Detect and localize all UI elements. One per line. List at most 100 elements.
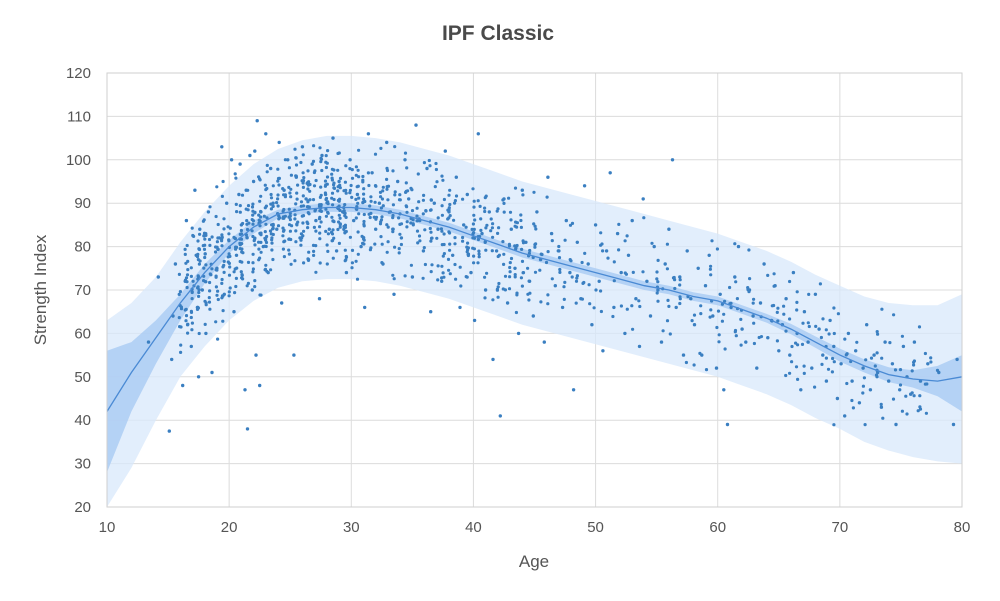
data-point	[356, 252, 360, 256]
data-point	[670, 158, 675, 162]
data-point	[405, 210, 409, 214]
data-point	[656, 258, 660, 262]
data-point	[332, 168, 336, 172]
data-point	[623, 239, 627, 243]
data-point	[308, 198, 312, 202]
data-point	[208, 307, 212, 311]
data-point	[661, 329, 665, 333]
y-tick-label: 20	[74, 499, 91, 516]
y-tick-label: 30	[74, 456, 91, 473]
data-point	[185, 285, 189, 290]
data-point	[454, 175, 458, 179]
data-point	[824, 328, 828, 332]
data-point	[245, 284, 249, 288]
data-point	[289, 195, 293, 199]
data-point	[198, 227, 202, 231]
data-point	[880, 307, 884, 311]
data-point	[453, 242, 457, 246]
x-tick-label: 10	[99, 519, 116, 536]
data-point	[271, 232, 275, 237]
data-point	[519, 276, 524, 280]
data-point	[910, 369, 914, 373]
data-point	[690, 319, 694, 323]
data-point	[497, 281, 501, 286]
data-point	[440, 229, 444, 233]
data-point	[320, 168, 324, 173]
data-point	[918, 405, 922, 409]
data-point	[528, 248, 532, 253]
data-point	[563, 238, 567, 242]
data-point	[832, 344, 836, 349]
data-point	[252, 239, 256, 243]
data-point	[343, 248, 347, 252]
data-point	[810, 366, 814, 370]
data-point	[234, 202, 238, 206]
data-point	[508, 210, 513, 214]
data-point	[361, 241, 365, 245]
data-point	[282, 255, 286, 259]
data-point	[678, 278, 682, 282]
data-point	[184, 261, 188, 265]
data-point	[656, 280, 660, 284]
data-point	[336, 227, 340, 232]
data-point	[189, 266, 193, 270]
data-point	[898, 388, 902, 392]
data-point	[244, 207, 248, 211]
data-point	[312, 253, 316, 257]
data-point	[251, 202, 255, 206]
data-point	[192, 234, 196, 238]
data-point	[254, 353, 258, 357]
data-point	[250, 288, 254, 292]
data-point	[818, 282, 823, 286]
data-point	[332, 220, 336, 224]
data-point	[348, 191, 352, 195]
data-point	[722, 312, 726, 316]
data-point	[619, 304, 624, 308]
data-point	[356, 168, 360, 172]
data-point	[379, 195, 383, 199]
data-point	[441, 254, 445, 258]
data-point	[496, 207, 500, 211]
data-point	[334, 249, 339, 253]
data-point	[201, 219, 205, 223]
data-point	[421, 276, 425, 280]
data-point	[655, 270, 659, 274]
data-point	[241, 221, 245, 226]
data-point	[665, 267, 670, 271]
data-point	[875, 375, 879, 379]
data-point	[709, 264, 713, 268]
data-point	[593, 223, 598, 227]
data-point	[314, 218, 318, 223]
data-point	[619, 270, 623, 275]
data-point	[692, 313, 697, 317]
data-point	[415, 229, 420, 233]
data-point	[533, 270, 538, 274]
data-point	[362, 238, 366, 242]
data-point	[288, 229, 292, 233]
data-point	[775, 310, 779, 314]
data-point	[663, 262, 667, 266]
data-point	[269, 202, 273, 206]
data-point	[454, 194, 459, 198]
data-point	[699, 312, 703, 316]
data-point	[580, 297, 585, 301]
data-point	[615, 231, 620, 236]
data-point	[582, 184, 587, 188]
data-point	[443, 149, 447, 153]
data-point	[239, 270, 243, 274]
data-point	[448, 242, 452, 246]
data-point	[795, 290, 799, 294]
data-point	[521, 239, 525, 243]
data-point	[515, 221, 520, 225]
data-point	[472, 227, 476, 231]
data-point	[755, 366, 759, 370]
data-point	[198, 259, 202, 263]
data-point	[739, 317, 743, 321]
data-point	[264, 204, 268, 208]
data-point	[912, 340, 917, 344]
data-point	[269, 166, 273, 171]
data-point	[800, 342, 805, 346]
data-point	[696, 266, 700, 270]
data-point	[302, 261, 306, 265]
